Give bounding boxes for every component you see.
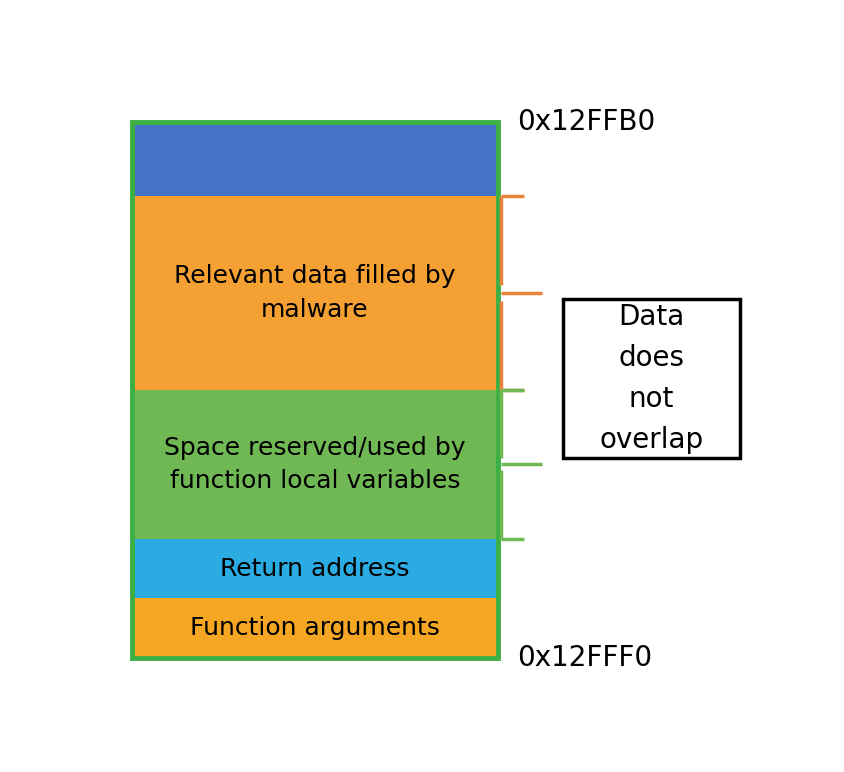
Bar <box>132 539 498 598</box>
Bar <box>132 122 498 658</box>
Text: Data
does
not
overlap: Data does not overlap <box>599 303 704 455</box>
Text: Space reserved/used by
function local variables: Space reserved/used by function local va… <box>164 435 466 493</box>
Bar <box>132 598 498 658</box>
Bar <box>132 122 498 196</box>
Text: Return address: Return address <box>220 557 409 581</box>
Text: 0x12FFF0: 0x12FFF0 <box>517 644 652 672</box>
Bar <box>132 196 498 390</box>
Text: Relevant data filled by
malware: Relevant data filled by malware <box>174 264 456 322</box>
Bar <box>564 299 740 459</box>
Text: Function arguments: Function arguments <box>190 616 440 640</box>
Text: 0x12FFB0: 0x12FFB0 <box>517 107 656 136</box>
Bar <box>132 390 498 539</box>
